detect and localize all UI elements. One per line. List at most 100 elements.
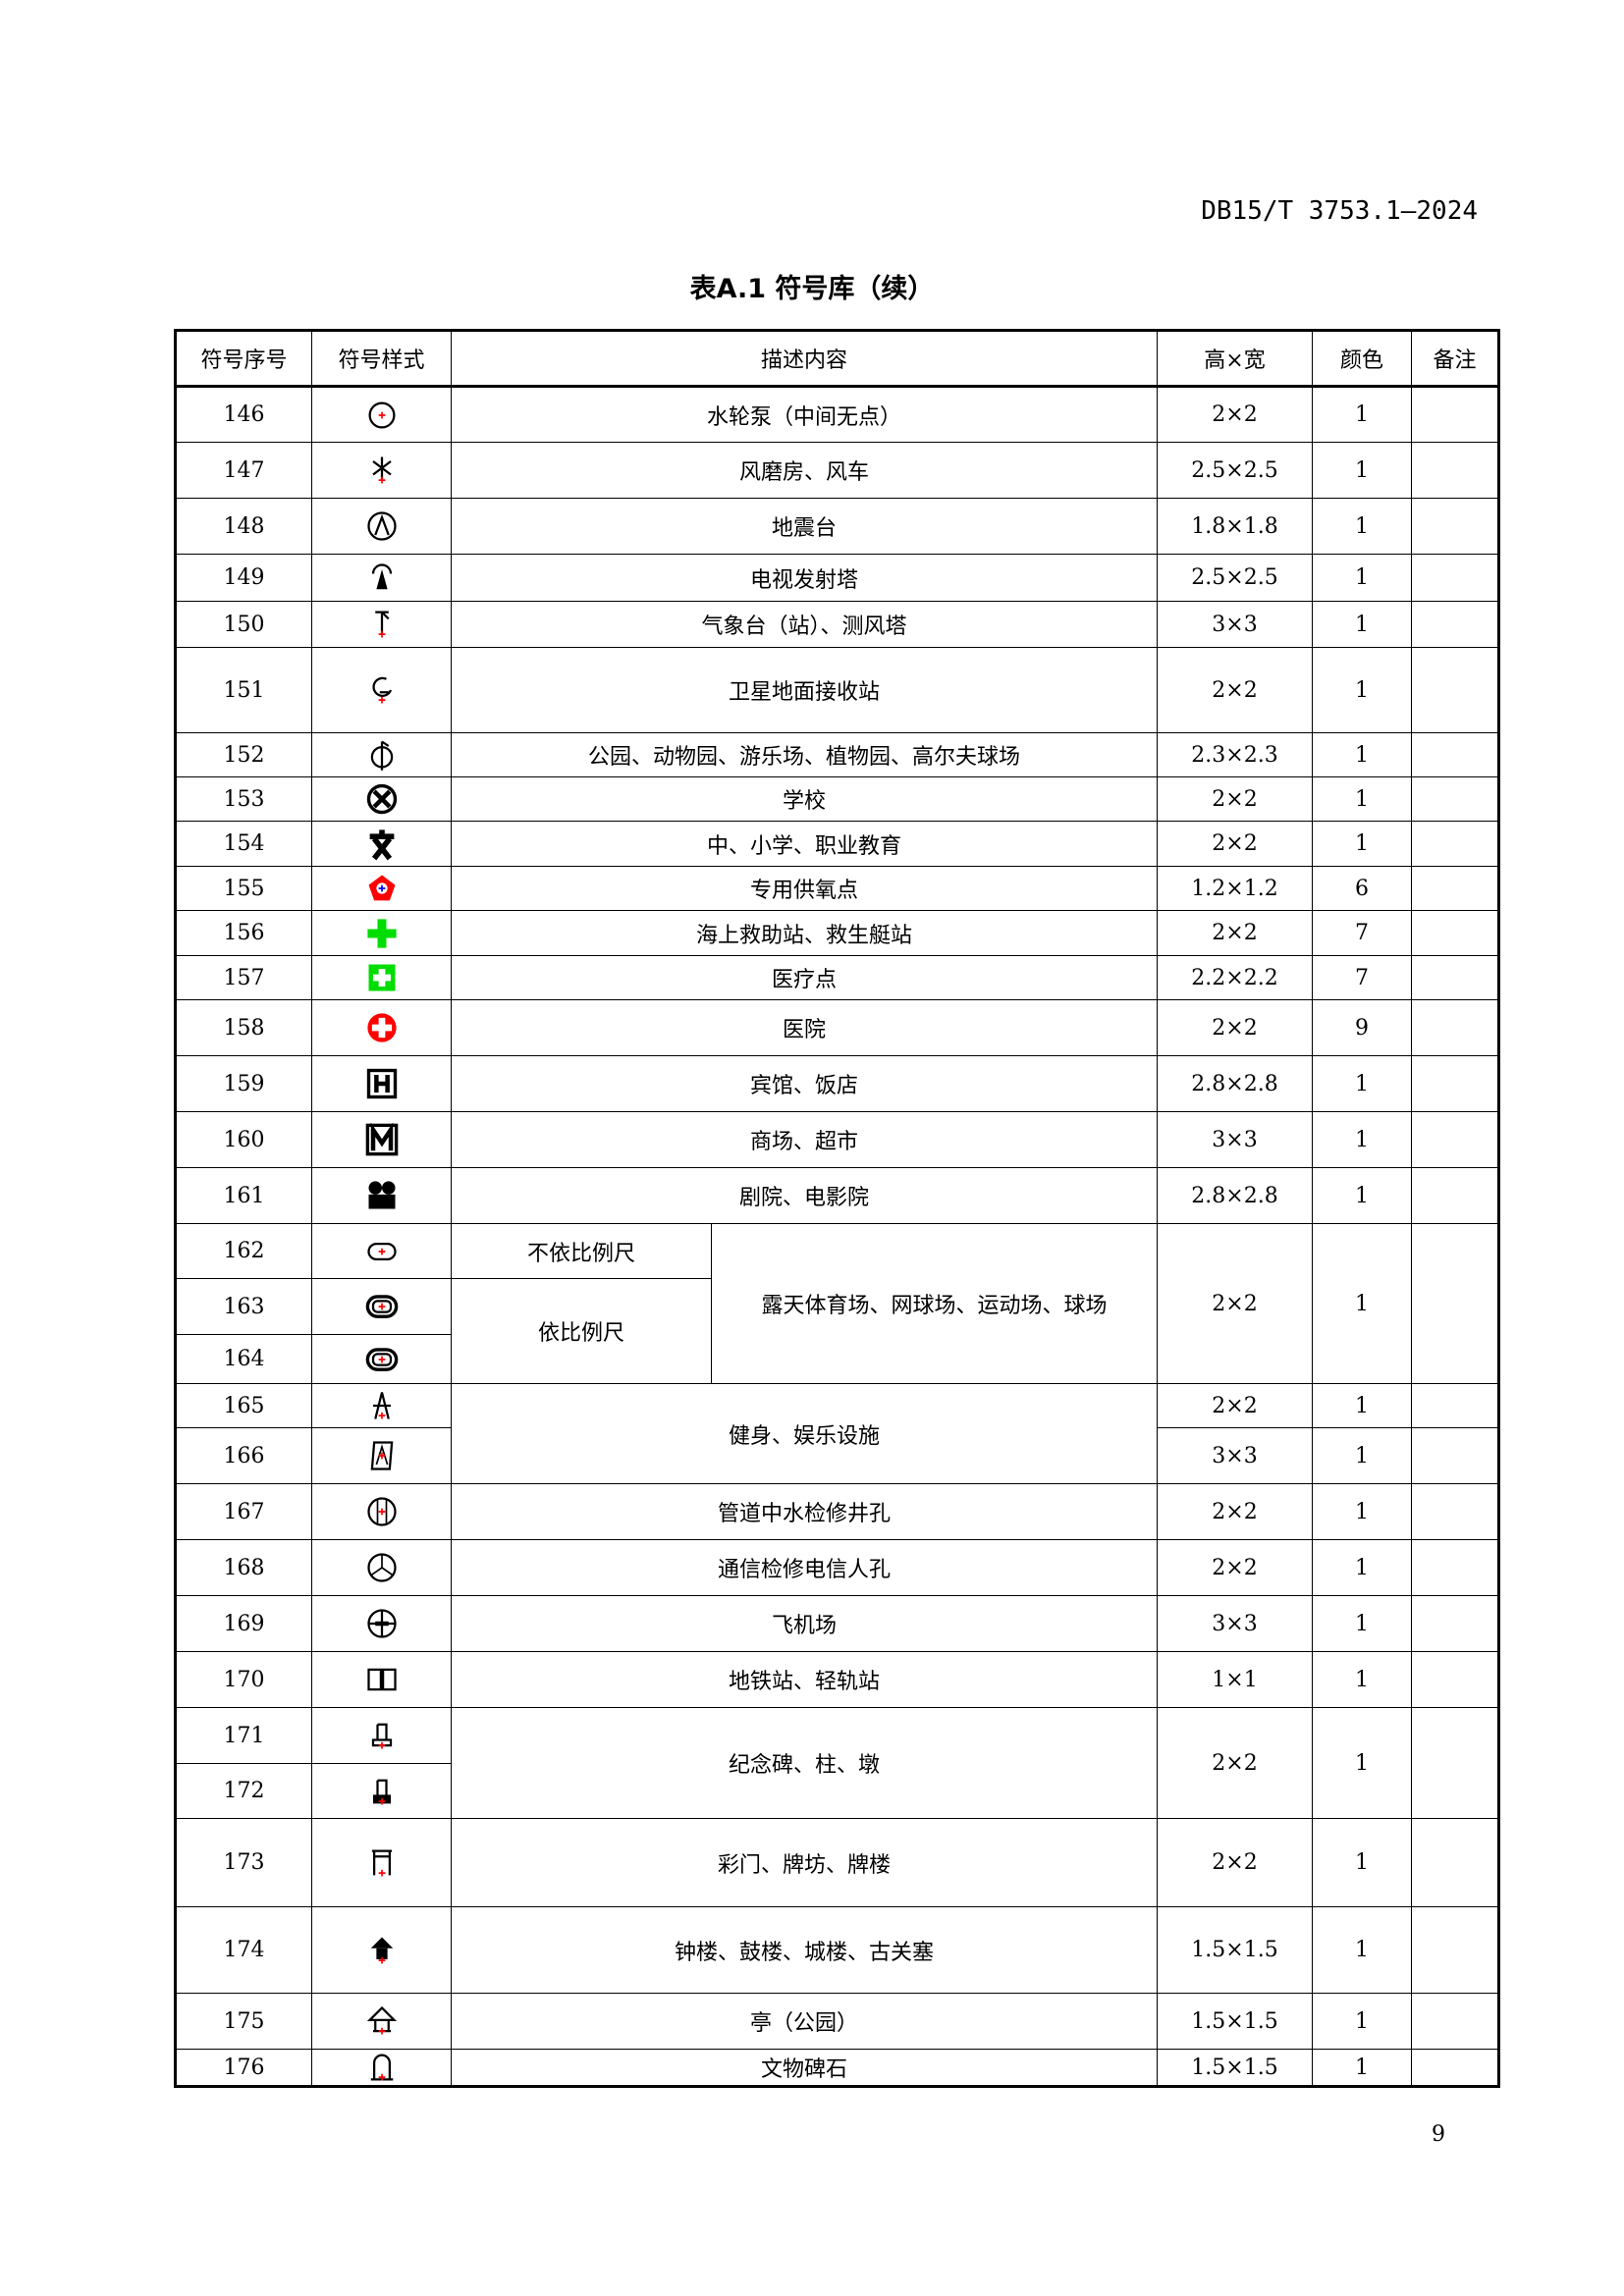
color-code: 1 — [1312, 1595, 1413, 1652]
color-code: 1 — [1312, 1383, 1413, 1428]
description: 剧院、电影院 — [450, 1167, 1159, 1224]
description: 风磨房、风车 — [450, 442, 1159, 499]
remark — [1411, 732, 1500, 777]
size: 1.5×1.5 — [1157, 2049, 1314, 2087]
size: 2×2 — [1157, 1483, 1314, 1540]
symbol-cell — [311, 2049, 452, 2087]
description: 亭（公园） — [450, 1993, 1159, 2050]
symbol-cell — [311, 776, 452, 822]
symbol-number: 166 — [175, 1427, 312, 1484]
table-row: 155 专用供氧点 1.2×1.2 6 — [175, 866, 1500, 911]
description: 宾馆、饭店 — [450, 1055, 1159, 1112]
tower-icon — [370, 1937, 393, 1963]
symbol-cell — [311, 442, 452, 499]
satellite-station-icon — [372, 676, 392, 704]
symbol-cell — [311, 1818, 452, 1907]
windmill-icon — [371, 456, 392, 484]
remark — [1411, 554, 1500, 602]
header-size: 高×宽 — [1157, 330, 1314, 388]
document-code: DB15/T 3753.1—2024 — [1201, 196, 1478, 226]
symbol-number: 176 — [175, 2049, 312, 2087]
table-row: 163 依比例尺 — [175, 1278, 1499, 1384]
pump-circle-icon — [368, 401, 395, 428]
description: 医疗点 — [450, 955, 1159, 1000]
size: 2×2 — [1157, 1818, 1314, 1907]
remark — [1411, 2049, 1500, 2087]
symbol-number: 154 — [175, 821, 312, 867]
remark — [1411, 1383, 1500, 1428]
color-code: 1 — [1312, 1055, 1413, 1112]
symbol-cell — [311, 1167, 452, 1224]
symbol-number: 160 — [175, 1111, 312, 1168]
color-code: 1 — [1312, 647, 1413, 733]
rescue-cross-icon — [366, 918, 397, 948]
size: 3×3 — [1157, 601, 1314, 648]
table-row: 156 海上救助站、救生艇站 2×2 7 — [175, 910, 1500, 956]
symbol-number: 149 — [175, 554, 312, 602]
description: 地铁站、轻轨站 — [450, 1651, 1159, 1708]
color-code: 1 — [1312, 1223, 1413, 1384]
pavilion-icon — [366, 2005, 397, 2035]
table-row: 176 文物碑石 1.5×1.5 1 — [175, 2049, 1500, 2087]
remark — [1411, 1595, 1500, 1652]
remark — [1411, 498, 1500, 555]
clinic-icon — [368, 964, 395, 991]
size: 1.8×1.8 — [1157, 498, 1314, 555]
archway-icon — [371, 1849, 392, 1876]
color-code: 1 — [1312, 1539, 1413, 1596]
size: 2×2 — [1157, 1707, 1314, 1819]
symbol-cell — [311, 1707, 452, 1764]
description: 水轮泵（中间无点） — [450, 386, 1159, 443]
stadium-small-icon — [366, 1242, 397, 1260]
remark — [1411, 1167, 1500, 1224]
size: 2.2×2.2 — [1157, 955, 1314, 1000]
description: 露天体育场、网球场、运动场、球场 — [710, 1223, 1159, 1384]
airport-icon — [366, 1609, 397, 1638]
fitness-icon — [372, 1392, 391, 1419]
table-row: 165 健身、娱乐设施 2×2 1 — [175, 1383, 1500, 1484]
color-code: 9 — [1312, 999, 1413, 1056]
remark — [1411, 955, 1500, 1000]
symbol-cell — [311, 1111, 452, 1168]
color-code: 1 — [1312, 554, 1413, 602]
color-code: 1 — [1312, 601, 1413, 648]
size: 2×2 — [1157, 776, 1314, 822]
symbol-number: 174 — [175, 1906, 312, 1994]
remark — [1411, 1906, 1500, 1994]
table-row: 168 通信检修电信人孔 2×2 1 — [175, 1539, 1500, 1596]
symbol-number: 148 — [175, 498, 312, 555]
remark — [1411, 866, 1500, 911]
color-code: 1 — [1312, 1167, 1413, 1224]
description: 通信检修电信人孔 — [450, 1539, 1159, 1596]
description: 海上救助站、救生艇站 — [450, 910, 1159, 956]
header-symbol: 符号样式 — [311, 330, 452, 388]
description: 气象台（站）、测风塔 — [450, 601, 1159, 648]
size: 1.5×1.5 — [1157, 1906, 1314, 1994]
symbol-cell — [311, 1278, 452, 1335]
color-code: 1 — [1312, 442, 1413, 499]
description: 彩门、牌坊、牌楼 — [450, 1818, 1159, 1907]
table-row: 161 剧院、电影院 2.8×2.8 1 — [175, 1167, 1500, 1224]
table-row: 172 — [175, 1763, 1499, 1819]
symbol-number: 171 — [175, 1707, 312, 1764]
color-code: 1 — [1312, 1906, 1413, 1994]
symbol-cell — [311, 1427, 452, 1484]
table-row: 171 纪念碑、柱、墩 2×2 1 — [175, 1707, 1500, 1819]
color-code: 1 — [1312, 1707, 1413, 1819]
description: 公园、动物园、游乐场、植物园、高尔夫球场 — [450, 732, 1159, 777]
symbol-cell — [311, 647, 452, 733]
symbol-number: 153 — [175, 776, 312, 822]
size: 2×2 — [1157, 910, 1314, 956]
symbol-cell — [311, 1539, 452, 1596]
symbol-number: 146 — [175, 386, 312, 443]
symbol-cell — [311, 1383, 452, 1428]
school-icon — [366, 783, 397, 815]
table-row: 146 水轮泵（中间无点） 2×2 1 — [175, 386, 1500, 443]
description: 医院 — [450, 999, 1159, 1056]
size: 2×2 — [1157, 999, 1314, 1056]
color-code: 1 — [1312, 1111, 1413, 1168]
symbol-cell — [311, 821, 452, 867]
symbol-number: 173 — [175, 1818, 312, 1907]
symbol-cell — [311, 866, 452, 911]
symbol-cell — [311, 498, 452, 555]
